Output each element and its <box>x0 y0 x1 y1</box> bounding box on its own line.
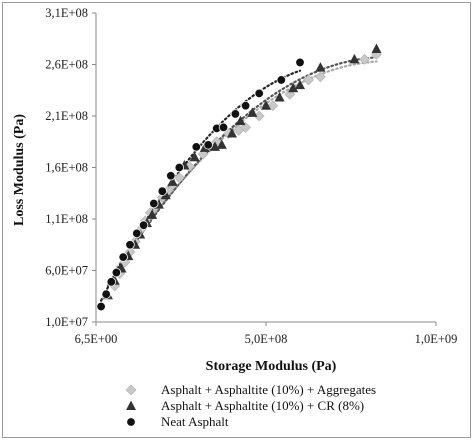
diamond-point <box>314 71 326 83</box>
circle-point <box>138 220 149 230</box>
triangle-point <box>227 128 237 138</box>
triangle-point <box>349 53 360 64</box>
diamond-legend-symbol <box>125 384 137 396</box>
y-tick-label: 3,1E+08 <box>45 6 88 20</box>
triangle-legend-symbol <box>126 400 136 410</box>
y-tick-label: 6,0E+07 <box>45 264 88 278</box>
circle-point <box>276 75 287 85</box>
circle-point <box>111 267 122 278</box>
legend-item: Asphalt + Asphaltite (10%) + Aggregates <box>125 382 376 397</box>
circle-point <box>166 171 176 181</box>
circle-point <box>254 88 264 99</box>
data-points <box>96 43 382 312</box>
x-axis-title: Storage Modulus (Pa) <box>206 359 337 374</box>
circle-point <box>125 240 135 250</box>
triangle-point <box>160 189 171 200</box>
legend-circle-marker <box>126 417 136 427</box>
circle-point <box>118 252 128 262</box>
diamond-point <box>267 100 279 112</box>
triangle-point <box>295 79 305 90</box>
triangle-point <box>274 91 285 102</box>
diamond-point <box>303 74 314 86</box>
triangle-point <box>247 107 258 117</box>
y-tick-label: 1,1E+08 <box>45 212 88 226</box>
x-tick-label: 6,5E+00 <box>75 332 118 346</box>
y-axis-title: Loss Modulus (Pa) <box>12 114 27 226</box>
legend-item: Asphalt + Asphaltite (10%) + CR (8%) <box>126 398 364 413</box>
triangle-point <box>235 115 246 126</box>
y-tick-label: 2,6E+08 <box>45 58 88 72</box>
x-tick-label: 1,0E+09 <box>415 332 458 346</box>
circle-point <box>132 228 142 239</box>
circle-point <box>157 186 168 196</box>
triangle-point <box>288 82 299 93</box>
chart-frame <box>2 2 471 438</box>
circle-point <box>174 162 185 173</box>
triangle-point <box>147 209 158 219</box>
circle-point <box>230 109 241 119</box>
legend-label-aggregates: Asphalt + Asphaltite (10%) + Aggregates <box>161 382 376 397</box>
legend-diamond-marker <box>125 384 137 396</box>
diamond-point <box>173 172 185 184</box>
tick-labels: 1,0E+07 6,0E+07 1,1E+08 1,6E+08 2,1E+08 2,6E+… <box>45 6 457 346</box>
circle-point <box>240 100 251 111</box>
trendline <box>106 56 378 287</box>
y-tick-label: 2,1E+08 <box>45 109 88 123</box>
trendline <box>113 60 378 273</box>
legend-triangle-marker <box>126 400 136 410</box>
circle-point <box>191 142 202 152</box>
triangle-point <box>189 151 200 162</box>
circle-point <box>96 301 106 312</box>
triangle-point <box>216 139 227 149</box>
y-tick-label: 1,0E+07 <box>45 315 88 329</box>
circle-point <box>218 122 229 133</box>
triangle-point <box>315 62 326 72</box>
triangle-point <box>371 43 382 54</box>
axes <box>92 12 437 326</box>
x-tick-label: 5,0E+08 <box>245 332 288 346</box>
circle-legend-symbol <box>126 417 136 427</box>
legend-item: Neat Asphalt <box>126 414 229 429</box>
triangle-point <box>261 100 271 110</box>
trendlines <box>100 56 378 302</box>
diamond-point <box>359 53 371 65</box>
circle-point <box>106 277 116 287</box>
circle-point <box>295 57 305 68</box>
circle-point <box>101 289 111 299</box>
legend: Asphalt + Asphaltite (10%) + Aggregates … <box>125 382 376 429</box>
circle-point <box>203 140 213 150</box>
y-tick-label: 1,6E+08 <box>45 161 88 175</box>
legend-label-neat: Neat Asphalt <box>161 414 229 429</box>
legend-label-cr: Asphalt + Asphaltite (10%) + CR (8%) <box>161 398 364 413</box>
triangle-point <box>167 176 178 186</box>
circle-point <box>149 198 159 209</box>
